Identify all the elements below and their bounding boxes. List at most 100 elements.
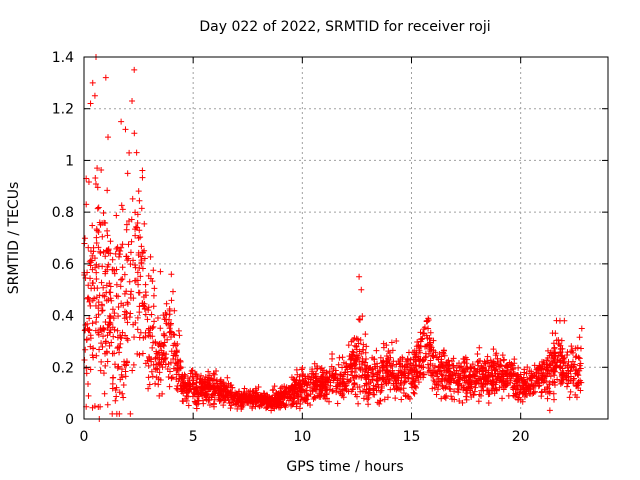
data-point <box>334 400 341 407</box>
data-point <box>570 377 577 384</box>
data-point <box>485 367 492 374</box>
data-point <box>308 374 315 381</box>
data-point <box>235 388 242 395</box>
data-point <box>154 314 161 321</box>
data-point <box>87 275 94 282</box>
data-point <box>307 379 314 386</box>
data-point <box>555 340 562 347</box>
data-point <box>168 375 175 382</box>
data-point <box>141 220 148 227</box>
data-point <box>476 375 483 382</box>
data-point <box>456 381 463 388</box>
data-point <box>114 345 121 352</box>
x-tick-label: 10 <box>293 429 311 445</box>
data-point <box>328 373 335 380</box>
data-point <box>125 241 132 248</box>
data-point <box>329 388 336 395</box>
data-point <box>331 374 338 381</box>
data-point <box>451 396 458 403</box>
data-point <box>153 348 160 355</box>
data-point <box>455 360 462 367</box>
data-point <box>136 309 143 316</box>
data-point <box>558 337 565 344</box>
data-point <box>150 323 157 330</box>
data-point <box>423 343 430 350</box>
data-point <box>175 327 182 334</box>
data-point <box>177 364 184 371</box>
data-point <box>92 181 99 188</box>
data-point <box>547 373 554 380</box>
data-point <box>494 355 501 362</box>
data-point <box>367 379 374 386</box>
data-point <box>100 209 107 216</box>
data-point <box>417 329 424 336</box>
data-point <box>329 355 336 362</box>
data-point <box>198 381 205 388</box>
data-point <box>173 348 180 355</box>
data-point <box>362 349 369 356</box>
data-point <box>89 252 96 259</box>
data-point <box>358 286 365 293</box>
data-point <box>494 370 501 377</box>
data-point <box>388 339 395 346</box>
data-point <box>438 395 445 402</box>
data-point <box>356 373 363 380</box>
data-point <box>574 371 581 378</box>
data-point <box>102 338 109 345</box>
data-point <box>443 377 450 384</box>
data-point <box>82 346 89 353</box>
data-point <box>392 375 399 382</box>
data-point <box>85 295 92 302</box>
data-point <box>344 376 351 383</box>
data-point <box>227 399 234 406</box>
data-point <box>185 402 192 409</box>
data-point <box>205 381 212 388</box>
data-point <box>529 390 536 397</box>
data-point <box>324 395 331 402</box>
data-point <box>279 384 286 391</box>
data-point <box>558 377 565 384</box>
data-point <box>117 340 124 347</box>
data-point <box>124 319 131 326</box>
data-point <box>446 372 453 379</box>
data-point <box>524 376 531 383</box>
data-point <box>112 397 119 404</box>
data-point <box>82 326 89 333</box>
data-point <box>141 255 148 262</box>
data-point <box>151 318 158 325</box>
data-point <box>115 344 122 351</box>
data-point <box>447 386 454 393</box>
data-point <box>169 288 176 295</box>
data-point <box>358 350 365 357</box>
data-point <box>85 294 92 301</box>
data-point <box>194 388 201 395</box>
data-point <box>517 371 524 378</box>
data-point <box>433 391 440 398</box>
data-point <box>568 343 575 350</box>
data-point <box>119 390 126 397</box>
data-point <box>99 233 106 240</box>
data-point <box>410 349 417 356</box>
data-point <box>557 369 564 376</box>
data-point <box>145 327 152 334</box>
data-point <box>210 383 217 390</box>
data-point <box>145 304 152 311</box>
data-point <box>412 384 419 391</box>
data-point <box>149 325 156 332</box>
data-point <box>118 118 125 125</box>
data-point <box>356 316 363 323</box>
data-point <box>123 313 130 320</box>
y-tick-label: 0.8 <box>52 205 74 221</box>
data-point <box>135 235 142 241</box>
data-point <box>109 350 116 357</box>
data-point <box>516 389 523 396</box>
data-point <box>108 339 115 346</box>
data-point <box>365 401 372 408</box>
data-point <box>227 393 234 400</box>
data-point <box>118 366 125 373</box>
data-point <box>464 387 471 394</box>
data-point <box>87 100 94 107</box>
data-point <box>271 383 278 390</box>
data-point <box>147 253 154 260</box>
data-point <box>443 383 450 390</box>
